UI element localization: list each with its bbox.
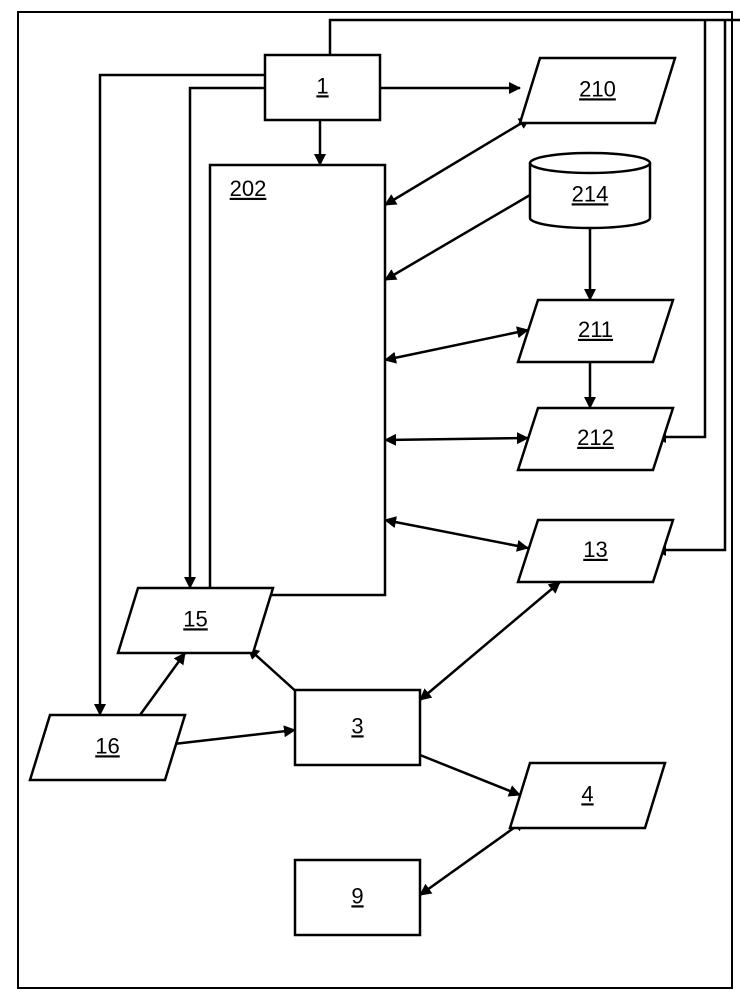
flowchart-diagram: 1 210 214 202 211 212 13 15 16 3 4 9 [0, 0, 750, 1000]
edge-8 [385, 520, 528, 548]
edge-17 [420, 582, 560, 700]
node-label-212: 212 [577, 425, 614, 450]
node-9: 9 [295, 860, 420, 935]
node-212: 212 [518, 408, 673, 470]
edge-13 [330, 20, 740, 55]
node-label-3: 3 [351, 713, 363, 738]
node-210: 210 [520, 58, 675, 123]
edge-14 [140, 653, 185, 715]
node-label-214: 214 [572, 181, 609, 206]
node-1: 1 [265, 55, 380, 120]
node-label-1: 1 [316, 73, 328, 98]
edge-18 [420, 755, 520, 795]
edge-4 [385, 118, 530, 205]
node-label-15: 15 [183, 606, 207, 631]
node-13: 13 [518, 520, 673, 582]
node-label-13: 13 [583, 537, 607, 562]
node-211: 211 [518, 300, 673, 362]
node-label-211: 211 [578, 317, 613, 342]
edge-19 [420, 820, 525, 895]
edge-6 [385, 330, 528, 360]
node-15: 15 [118, 588, 273, 653]
edge-16 [248, 648, 300, 695]
edge-12 [655, 20, 725, 550]
nodes-group: 1 210 214 202 211 212 13 15 16 3 4 9 [30, 55, 675, 935]
node-214: 214 [530, 153, 650, 228]
node-label-202: 202 [230, 176, 267, 201]
node-label-9: 9 [351, 883, 363, 908]
node-label-16: 16 [95, 733, 119, 758]
edge-5 [385, 195, 530, 280]
edge-7 [385, 438, 528, 440]
node-3: 3 [295, 690, 420, 765]
node-label-4: 4 [581, 781, 593, 806]
node-16: 16 [30, 715, 185, 780]
node-label-210: 210 [579, 76, 616, 101]
node-4: 4 [510, 763, 665, 828]
node-202: 202 [210, 165, 385, 595]
edge-15 [165, 730, 295, 745]
